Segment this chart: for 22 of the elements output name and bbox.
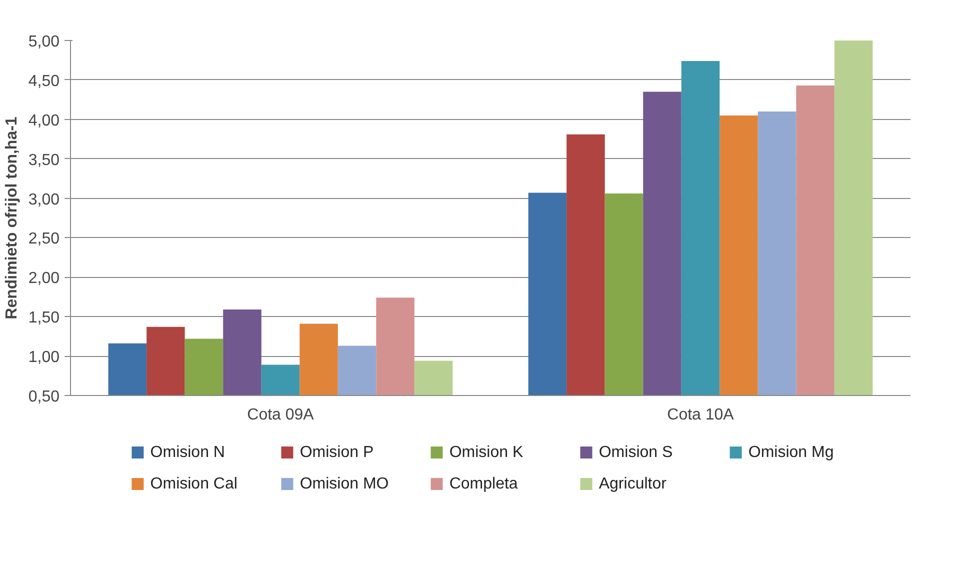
y-tick-label: 1,00 [28, 349, 60, 366]
legend-label: Omision P [300, 444, 374, 461]
legend-label: Omision N [150, 444, 225, 461]
y-tick-label: 5,00 [28, 34, 60, 50]
y-tick-label: 4,50 [28, 72, 60, 90]
y-axis-title: Rendimieto ofrijol ton,ha-1 [3, 116, 20, 320]
legend-label: Omision K [449, 444, 524, 461]
legend-label: Omision Mg [748, 444, 834, 461]
y-tick-label: 3,50 [28, 152, 60, 169]
y-tick-label: 0,50 [28, 388, 60, 406]
x-tick-label: Cota 09A [247, 406, 314, 424]
legend-label: Omision Cal [150, 476, 238, 492]
legend-label: Omision S [598, 444, 673, 461]
y-tick-label: 4,00 [28, 112, 60, 130]
y-tick-label: 2,50 [28, 230, 60, 248]
legend-label: Completa [449, 476, 518, 492]
legend-label: Omision MO [300, 476, 389, 492]
y-tick-label: 2,00 [28, 270, 60, 288]
y-tick-label: 1,50 [28, 310, 60, 327]
y-tick-label: 3,00 [28, 191, 60, 208]
legend-label: Agricultor [598, 476, 668, 492]
x-tick-label: Cota 10A [667, 406, 734, 424]
